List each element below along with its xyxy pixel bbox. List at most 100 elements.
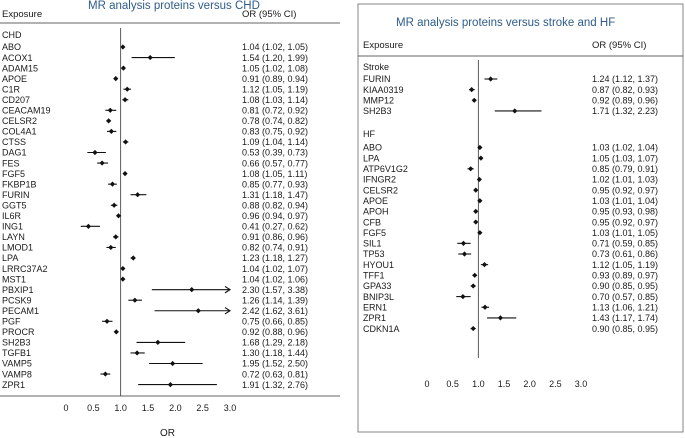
chd-chd-tgfb1-label: TGFB1 (2, 348, 31, 358)
stroke-hf-hf-bnip3l-label: BNIP3L (363, 292, 394, 302)
stroke-hf-hf-celsr2-point (473, 187, 479, 193)
stroke-hf-panel-frame (357, 3, 684, 433)
stroke-hf-stroke-sh2b3-or-text: 1.71 (1.32, 2.23) (592, 106, 658, 116)
chd-chd-vamp8-point (102, 371, 108, 377)
chd-chd-ggt5-or-text: 0.88 (0.82, 0.94) (242, 200, 308, 210)
stroke-hf-hf-atp6v1g2-point (468, 166, 474, 172)
stroke-hf-hf-cdkn1a-label: CDKN1A (363, 324, 400, 334)
chd-chd-pgf-point (104, 318, 110, 324)
chd-chd-il6r-label: IL6R (2, 211, 22, 221)
chd-chd-apoe-point (113, 76, 119, 82)
chd-x-tick-1-5: 1.5 (142, 403, 155, 413)
stroke-hf-hf-hyou1-or-text: 1.12 (1.05, 1.19) (592, 260, 658, 270)
chd-chd-ctss-label: CTSS (2, 137, 26, 147)
stroke-hf-hf-tp53-point (461, 251, 468, 257)
chd-chd-ceacam19-point (107, 107, 113, 113)
chd-chd-pbxip1-ci-arrow (224, 285, 232, 294)
chd-chd-lpa-point (130, 255, 136, 261)
chd-chd-c1r-label: C1R (2, 84, 21, 94)
chd-chd-apoe-label: APOE (2, 74, 27, 84)
chd-chd-mst1-point (120, 276, 126, 282)
chd-chd-abo-or-text: 1.04 (1.02, 1.05) (242, 42, 308, 52)
chd-x-axis-label: OR (160, 428, 175, 438)
stroke-hf-hf-cfb-point (473, 219, 479, 225)
chd-exposure-header: Exposure (2, 9, 42, 20)
stroke-hf-stroke-kiaa0319-or-text: 0.87 (0.82, 0.93) (592, 85, 658, 95)
stroke-hf-hf-ifngr2-or-text: 1.02 (1.01, 1.03) (592, 175, 658, 185)
chd-chd-furin-or-text: 1.31 (1.18, 1.47) (242, 190, 308, 200)
hf-group-label: HF (363, 129, 375, 139)
chd-chd-il6r-or-text: 0.96 (0.94, 0.97) (242, 211, 308, 221)
chd-or-header: OR (95% CI) (242, 9, 296, 20)
chd-chd-fes-label: FES (2, 158, 20, 168)
chd-chd-cd207-or-text: 1.08 (1.03, 1.14) (242, 95, 308, 105)
stroke-hf-hf-fgf5-point (477, 230, 483, 236)
chd-chd-vamp5-point (170, 360, 176, 367)
chd-chd-acox1-label: ACOX1 (2, 53, 33, 63)
stroke-hf-hf-celsr2-label: CELSR2 (363, 185, 398, 195)
stroke-hf-hf-abo-point (477, 144, 483, 151)
chd-chd-lpa-or-text: 1.23 (1.18, 1.27) (242, 253, 308, 263)
stroke-hf-hf-fgf5-or-text: 1.03 (1.01, 1.05) (592, 228, 658, 238)
chd-x-tick-0-5: 0.5 (87, 403, 100, 413)
stroke-hf-hf-cdkn1a-point (470, 325, 476, 332)
stroke-hf-stroke-furin-point (488, 76, 494, 82)
chd-chd-pgf-label: PGF (2, 317, 21, 327)
chd-chd-lmod1-or-text: 0.82 (0.74, 0.91) (242, 243, 308, 253)
chd-chd-fkbp1b-or-text: 0.85 (0.77, 0.93) (242, 179, 308, 189)
chd-chd-layn-or-text: 0.91 (0.86, 0.96) (242, 232, 308, 242)
chd-chd-col4a1-label: COL4A1 (2, 127, 37, 137)
chd-chd-sh2b3-point (155, 339, 161, 345)
chd-chd-vamp5-or-text: 1.95 (1.52, 2.50) (242, 359, 308, 369)
chd-chd-dag1-label: DAG1 (2, 148, 27, 158)
stroke-hf-stroke-kiaa0319-label: KIAA0319 (363, 85, 404, 95)
stroke-hf-hf-ifngr2-label: IFNGR2 (363, 175, 396, 185)
chd-x-tick-0: 0 (63, 403, 68, 413)
chd-chd-fkbp1b-label: FKBP1B (2, 179, 37, 189)
chd-chd-fgf5-point (122, 171, 128, 177)
chd-chd-lmod1-point (108, 244, 114, 251)
chd-rows: ABO 1.04 (1.02, 1.05) ACOX1 1.54 (1.20, 1.9… (2, 42, 308, 390)
chd-chd-cd207-point (122, 97, 128, 103)
chd-chd-fes-or-text: 0.66 (0.57, 0.77) (242, 158, 308, 168)
chd-chd-pecam1-ci-arrow (224, 307, 232, 315)
chd-chd-col4a1-or-text: 0.83 (0.75, 0.92) (242, 127, 308, 137)
stroke-hf-hf-sil1-or-text: 0.71 (0.59, 0.85) (592, 239, 658, 249)
chd-chd-adam15-or-text: 1.05 (1.02, 1.08) (242, 63, 308, 73)
stroke-hf-hf-abo-or-text: 1.03 (1.02, 1.04) (592, 143, 658, 153)
chd-chd-tgfb1-or-text: 1.30 (1.18, 1.44) (242, 348, 308, 358)
chd-group-label: CHD (2, 30, 22, 40)
stroke-hf-hf-sil1-label: SIL1 (363, 239, 382, 249)
stroke-hf-hf-bnip3l-or-text: 0.70 (0.57, 0.85) (592, 292, 658, 302)
chd-chd-layn-point (113, 234, 119, 240)
stroke-hf-hf-hyou1-point (481, 262, 488, 268)
chd-chd-procr-label: PROCR (2, 327, 35, 337)
stroke-hf-hf-celsr2-or-text: 0.95 (0.92, 0.97) (592, 185, 658, 195)
chd-chd-il6r-point (115, 213, 122, 219)
chd-chd-ctss-or-text: 1.09 (1.04, 1.14) (242, 137, 308, 147)
chd-chd-fgf5-or-text: 1.08 (1.05, 1.11) (242, 169, 307, 179)
chd-x-tick-2-5: 2.5 (196, 403, 209, 413)
stroke-hf-hf-zpr1-point (497, 315, 504, 321)
chd-chd-ggt5-label: GGT5 (2, 200, 27, 210)
chd-chd-zpr1-or-text: 1.91 (1.32, 2.76) (242, 380, 308, 390)
stroke-hf-hf-ifngr2-point (476, 176, 482, 183)
stroke-hf-hf-zpr1-label: ZPR1 (363, 313, 386, 323)
stroke-hf-hf-gpa33-point (470, 283, 476, 289)
chd-chd-mst1-label: MST1 (2, 274, 26, 284)
stroke-hf-x-tick-2-5: 2.5 (549, 379, 562, 389)
chd-chd-dag1-point (92, 149, 98, 156)
chd-chd-adam15-point (120, 65, 127, 71)
chd-chd-vamp8-label: VAMP8 (2, 369, 32, 379)
chd-chd-ing1-or-text: 0.41 (0.27, 0.62) (242, 222, 308, 232)
chd-chd-celsr2-label: CELSR2 (2, 116, 37, 126)
chd-chd-vamp8-or-text: 0.72 (0.63, 0.81) (242, 369, 308, 379)
stroke-hf-hf-ern1-point (482, 304, 488, 310)
chd-chd-pcsk9-label: PCSK9 (2, 295, 32, 305)
stroke-hf-hf-apoh-or-text: 0.95 (0.93, 0.98) (592, 207, 658, 217)
chd-chd-lrrc37a2-or-text: 1.04 (1.02, 1.07) (242, 264, 308, 274)
chd-chd-apoe-or-text: 0.91 (0.89, 0.94) (242, 74, 308, 84)
stroke-hf-hf-atp6v1g2-or-text: 0.85 (0.79, 0.91) (592, 164, 658, 174)
stroke-hf-hf-tff1-or-text: 0.93 (0.89, 0.97) (592, 271, 658, 281)
